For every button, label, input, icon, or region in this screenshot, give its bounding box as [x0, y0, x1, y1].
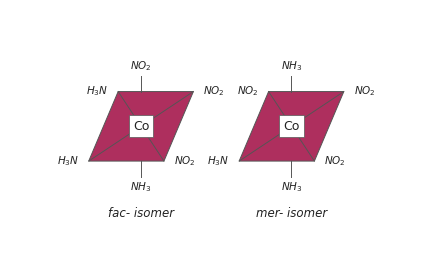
Text: fac- isomer: fac- isomer	[108, 207, 174, 220]
Text: mer- isomer: mer- isomer	[256, 207, 327, 220]
Bar	[129, 115, 154, 137]
Bar	[279, 115, 304, 137]
Polygon shape	[239, 92, 344, 161]
Text: $H_{3}N$: $H_{3}N$	[57, 154, 79, 168]
Text: $NO_{2}$: $NO_{2}$	[354, 85, 376, 99]
Text: $NO_{2}$: $NO_{2}$	[324, 154, 346, 168]
Text: $NO_{2}$: $NO_{2}$	[174, 154, 195, 168]
Text: $NH_{3}$: $NH_{3}$	[281, 59, 302, 73]
Text: $H_{3}N$: $H_{3}N$	[207, 154, 230, 168]
Text: $NO_{2}$: $NO_{2}$	[130, 59, 152, 73]
Text: Co: Co	[283, 120, 300, 133]
Text: $NO_{2}$: $NO_{2}$	[203, 85, 225, 99]
Text: $NH_{3}$: $NH_{3}$	[130, 180, 152, 194]
Polygon shape	[89, 92, 193, 161]
Text: $NO_{2}$: $NO_{2}$	[237, 85, 259, 99]
Text: Co: Co	[133, 120, 149, 133]
Text: $NH_{3}$: $NH_{3}$	[281, 180, 302, 194]
Text: $H_{3}N$: $H_{3}N$	[86, 85, 108, 99]
